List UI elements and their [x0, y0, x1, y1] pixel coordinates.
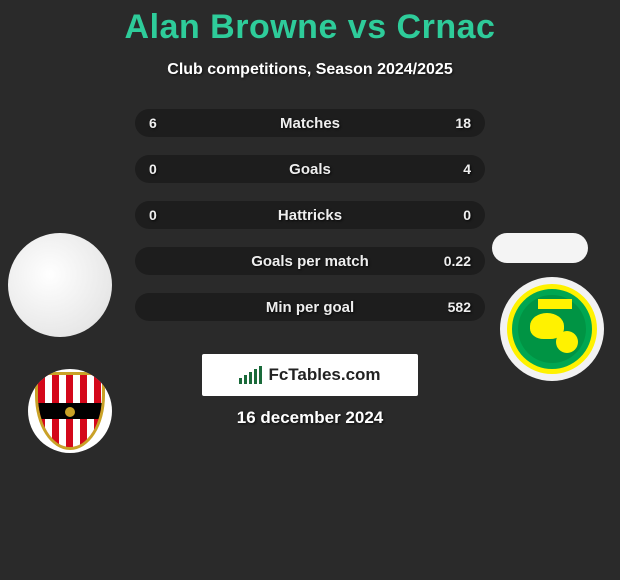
stat-right-value: 18: [455, 115, 471, 131]
footer-logo-text: FcTables.com: [268, 365, 380, 385]
sunderland-crest-icon: [35, 372, 105, 450]
stat-label: Goals per match: [251, 253, 369, 270]
player-right-avatar: [492, 233, 588, 263]
page-subtitle: Club competitions, Season 2024/2025: [0, 61, 620, 79]
stat-label: Matches: [280, 115, 340, 132]
club-left-crest: [28, 369, 112, 453]
stat-right-value: 4: [463, 161, 471, 177]
stat-left-value: 0: [149, 207, 157, 223]
stat-right-value: 0.22: [444, 253, 471, 269]
norwich-crest-icon: [507, 284, 597, 374]
club-right-crest: [500, 277, 604, 381]
stat-left-value: 0: [149, 161, 157, 177]
stats-column: 6 Matches 18 0 Goals 4 0 Hattricks 0 Goa…: [135, 109, 485, 339]
stat-label: Goals: [289, 161, 331, 178]
player-left-avatar: [8, 233, 112, 337]
stat-right-value: 0: [463, 207, 471, 223]
stat-label: Min per goal: [266, 299, 354, 316]
logo-bars-icon: [239, 366, 262, 384]
stat-label: Hattricks: [278, 207, 342, 224]
stat-row-hattricks: 0 Hattricks 0: [135, 201, 485, 229]
stat-row-goals-per-match: Goals per match 0.22: [135, 247, 485, 275]
stat-left-value: 6: [149, 115, 157, 131]
footer-date: 16 december 2024: [237, 408, 384, 428]
stat-right-value: 582: [448, 299, 471, 315]
stat-row-min-per-goal: Min per goal 582: [135, 293, 485, 321]
footer-logo: FcTables.com: [202, 354, 418, 396]
stat-row-matches: 6 Matches 18: [135, 109, 485, 137]
page-title: Alan Browne vs Crnac: [0, 0, 620, 47]
stat-row-goals: 0 Goals 4: [135, 155, 485, 183]
